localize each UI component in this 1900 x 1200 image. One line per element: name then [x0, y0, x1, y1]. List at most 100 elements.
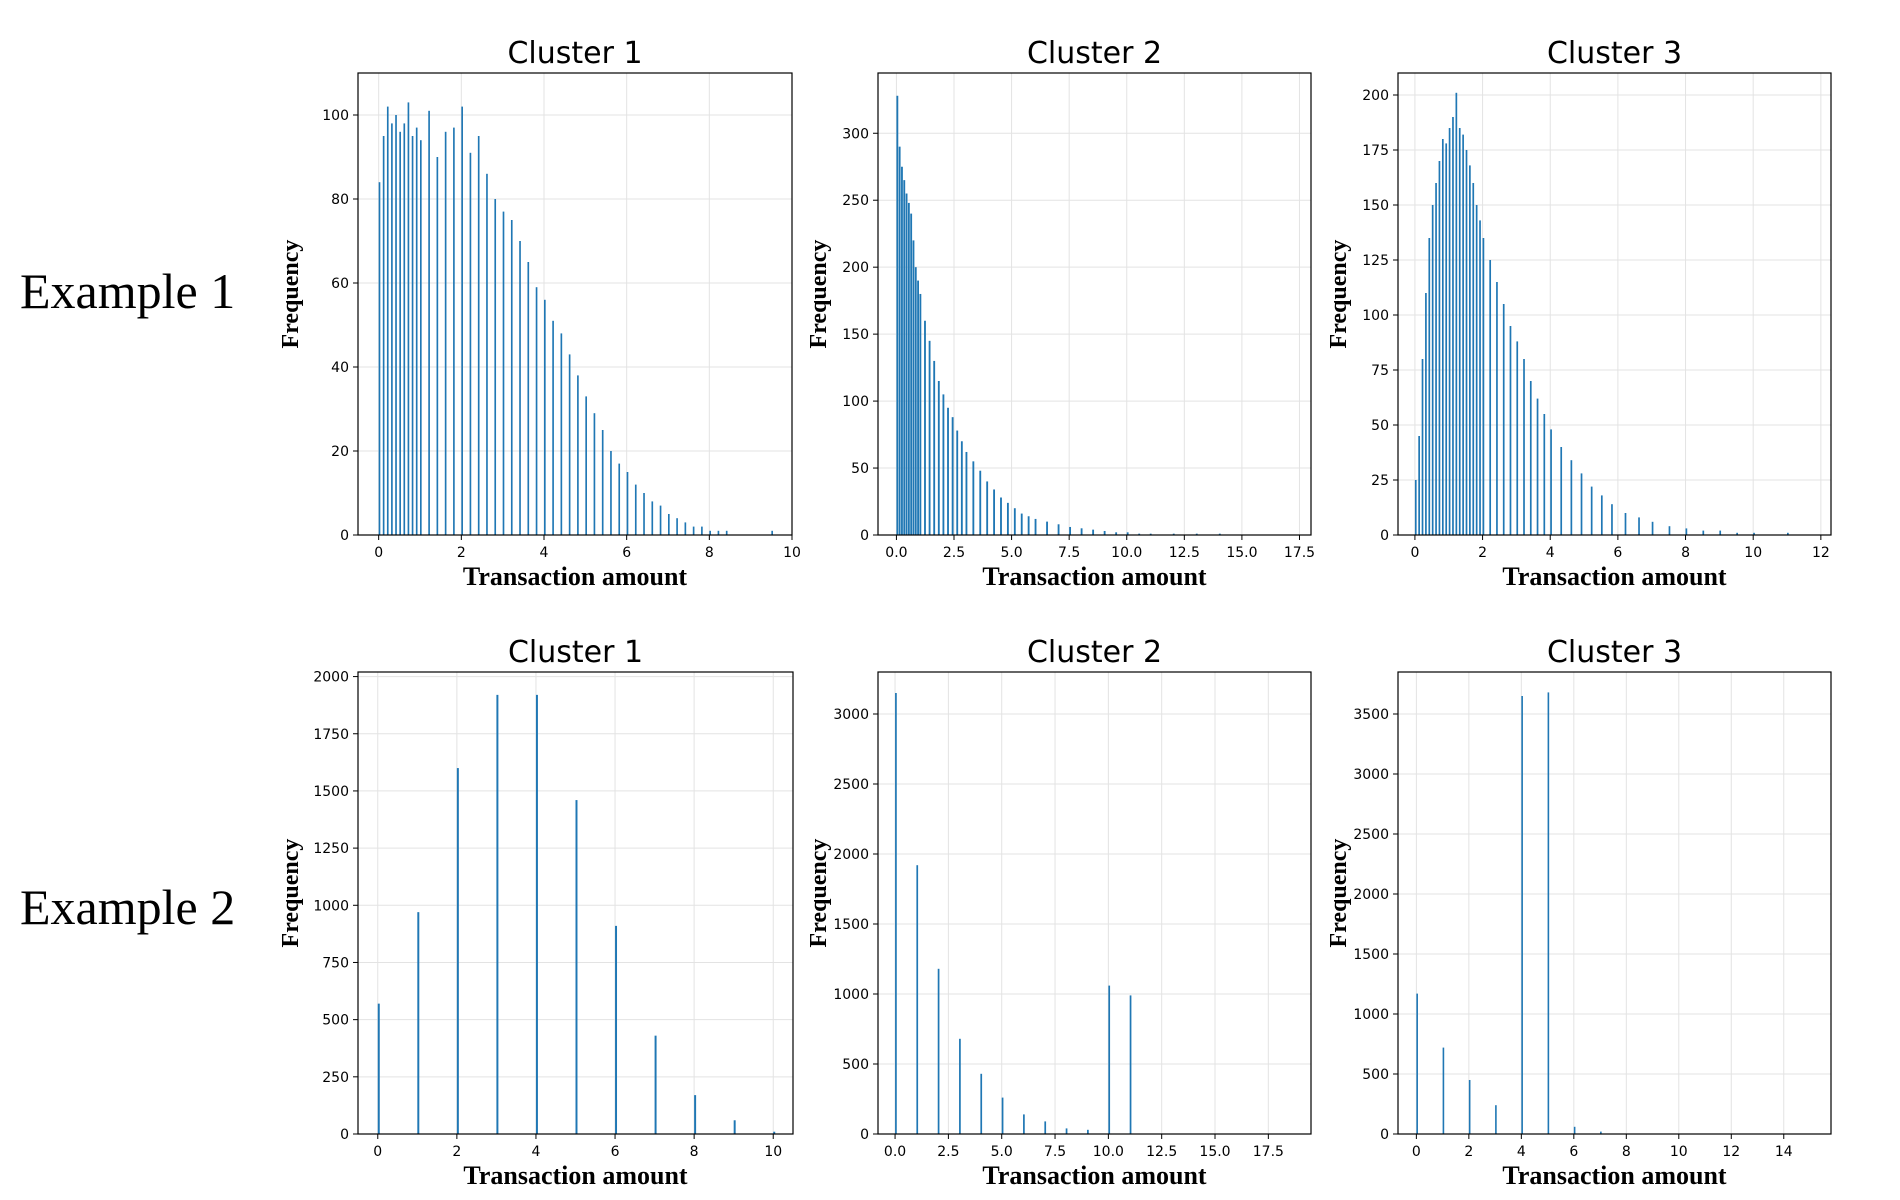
x-axis-label: Transaction amount	[463, 1161, 687, 1190]
histogram-bar	[905, 193, 908, 536]
histogram-bar	[510, 220, 513, 535]
histogram-bar	[399, 131, 401, 536]
y-tick-label: 0	[1380, 528, 1389, 544]
y-tick-label: 80	[331, 192, 349, 208]
histogram-bar	[1685, 528, 1688, 535]
x-tick-label: 10	[764, 1144, 782, 1160]
x-tick-label: 2.5	[937, 1144, 959, 1160]
x-axis-label: Transaction amount	[1502, 1161, 1726, 1190]
histogram-bar	[601, 430, 604, 535]
histogram-bar	[916, 865, 919, 1134]
histogram-bar	[959, 1038, 961, 1134]
plot-frame	[877, 671, 1312, 1135]
x-tick-label: 8	[705, 545, 714, 561]
x-tick-label: 0	[1410, 545, 1419, 561]
chart-cluster-3-row-1: 0 2 4 6 8 10 12 0 25 50 75 100 125 150 175 200 Cluster 3…	[1326, 36, 1832, 591]
histogram-bar	[1115, 532, 1118, 535]
histogram-bar	[951, 417, 954, 535]
histogram-bar	[972, 461, 975, 535]
y-tick-label: 125	[1362, 253, 1389, 269]
histogram-bar	[947, 407, 949, 535]
histogram-bar	[1138, 533, 1141, 535]
histogram-bar	[684, 522, 687, 535]
y-axis-label: Frequency	[1326, 839, 1352, 948]
histogram-bar	[1218, 533, 1221, 535]
chart-cluster-1-row-2: 0 2 4 6 8 10 0 250 500 750 1000 1250 1500 1750 2000 Clu…	[278, 635, 794, 1190]
y-tick-label: 0	[1380, 1127, 1389, 1143]
histogram-bar	[733, 1120, 736, 1134]
histogram-bar	[403, 123, 406, 536]
y-tick-label: 2500	[833, 777, 869, 793]
histogram-bar	[552, 320, 554, 535]
histogram-bar	[965, 451, 968, 535]
histogram-bar	[568, 354, 571, 535]
histogram-bar	[1611, 504, 1613, 535]
y-tick-label: 1500	[1353, 947, 1389, 963]
histogram-bar	[1448, 128, 1451, 535]
histogram-bar	[1702, 530, 1705, 535]
histogram-bar	[654, 1035, 657, 1134]
y-tick-label: 3500	[1353, 707, 1389, 723]
histogram-bar	[903, 180, 906, 535]
histogram-bar	[676, 518, 678, 535]
histogram-bar	[1521, 696, 1523, 1134]
histogram-bar	[1455, 92, 1458, 536]
histogram-bar	[1149, 533, 1152, 535]
chart-title: Cluster 3	[1547, 635, 1682, 670]
histogram-bar	[910, 213, 913, 535]
histogram-bar	[391, 123, 393, 536]
chart-cluster-2-row-1: 0.0 2.5 5.0 7.5 10.0 12.5 15.0 17.5 0 50 100 150 200…	[806, 36, 1315, 591]
y-tick-label: 60	[331, 276, 349, 292]
histogram-bar	[692, 526, 695, 535]
chart-title: Cluster 1	[508, 635, 643, 670]
y-tick-label: 500	[322, 1013, 349, 1029]
x-tick-label: 0.0	[884, 1144, 906, 1160]
histogram-bar	[1753, 532, 1755, 535]
histogram-bar	[1573, 1126, 1576, 1134]
histogram-bar	[494, 199, 497, 535]
x-tick-label: 6	[622, 545, 631, 561]
histogram-bar	[1435, 183, 1437, 535]
x-tick-label: 2	[1464, 1144, 1473, 1160]
histogram-bar	[1013, 508, 1016, 535]
chart-cluster-2-row-2: 0.0 2.5 5.0 7.5 10.0 12.5 15.0 17.5 0 500 1000 1500…	[806, 635, 1312, 1190]
histogram-bar	[1020, 513, 1023, 535]
histogram-bar	[395, 115, 397, 535]
x-tick-label: 6	[1613, 545, 1622, 561]
histogram-bar	[993, 489, 996, 535]
histogram-bar	[651, 501, 654, 535]
histogram-bar	[1523, 359, 1525, 535]
histogram-bar	[486, 173, 488, 536]
histogram-bar	[1080, 528, 1083, 535]
histogram-bar	[1000, 497, 1002, 535]
x-tick-label: 8	[1622, 1144, 1631, 1160]
plot-frame	[357, 72, 793, 536]
y-tick-label: 2000	[833, 847, 869, 863]
histogram-bar	[444, 131, 447, 536]
x-tick-label: 0	[1412, 1144, 1421, 1160]
y-tick-label: 1750	[313, 727, 349, 743]
histogram-bar	[377, 1003, 380, 1134]
y-tick-label: 750	[322, 955, 349, 971]
histogram-bar	[1516, 341, 1519, 535]
histogram-bar	[1046, 521, 1048, 535]
histogram-bar	[378, 182, 381, 535]
histogram-bar	[1668, 526, 1671, 535]
x-tick-label: 10	[1670, 1144, 1688, 1160]
histogram-bar	[1418, 436, 1420, 535]
histogram-bar	[519, 241, 521, 535]
y-tick-label: 150	[1362, 198, 1389, 214]
histogram-bar	[461, 106, 463, 535]
histogram-bar	[575, 800, 578, 1134]
histogram-bar	[618, 463, 621, 535]
histogram-bar	[1624, 513, 1627, 535]
histogram-bar	[1416, 993, 1418, 1134]
histogram-bar	[933, 360, 936, 535]
x-tick-label: 8	[690, 1144, 699, 1160]
y-tick-label: 500	[842, 1057, 869, 1073]
row-label-example-1: Example 1	[20, 263, 236, 319]
x-tick-label: 5.0	[991, 1144, 1013, 1160]
plot-frame	[877, 72, 1312, 536]
y-tick-label: 75	[1371, 363, 1389, 379]
x-axis-label: Transaction amount	[982, 1161, 1206, 1190]
